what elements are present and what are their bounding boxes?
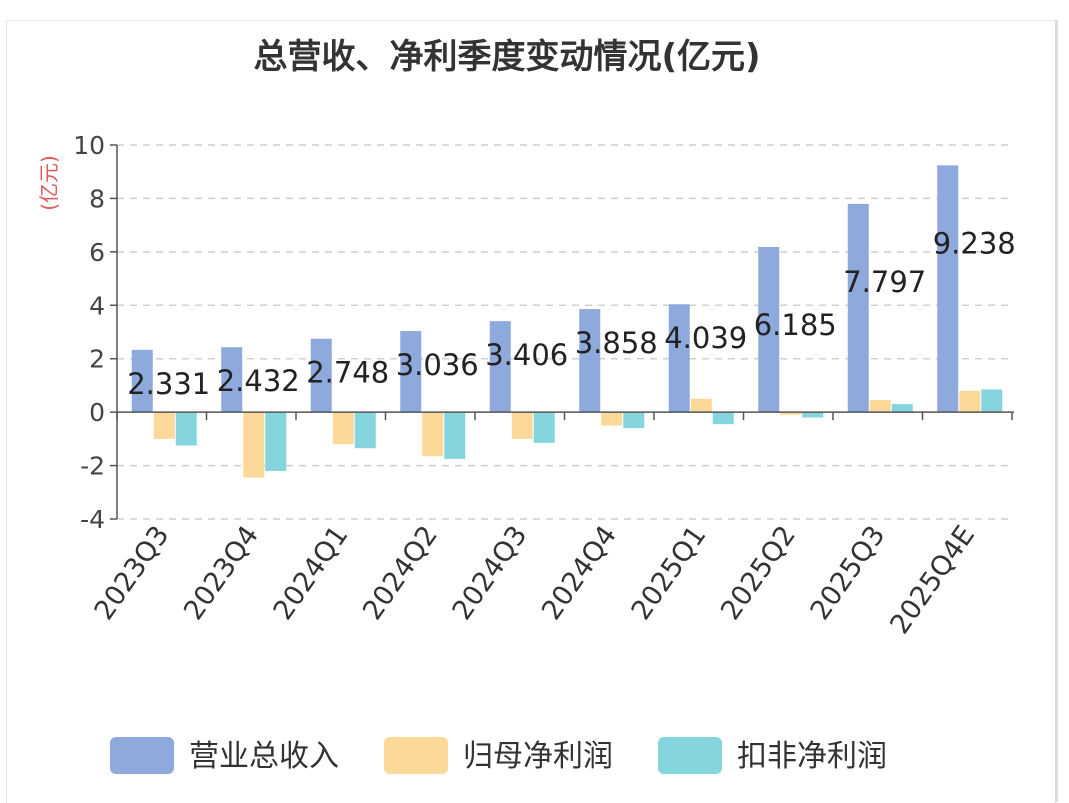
bar-归母净利润-2025Q2 <box>780 412 802 415</box>
x-tick-label: 2025Q1 <box>626 520 713 626</box>
bar-营业总收入-2023Q4 <box>221 347 243 413</box>
bar-营业总收入-2024Q1 <box>310 338 332 413</box>
bar-归母净利润-2025Q1 <box>690 398 712 413</box>
x-tick-label: 2023Q4 <box>178 520 265 626</box>
bar-扣非净利润-2025Q2 <box>802 412 824 418</box>
x-tick-label: 2025Q2 <box>715 520 802 626</box>
bar-营业总收入-2024Q3 <box>489 321 511 413</box>
bar-扣非净利润-2024Q4 <box>623 412 645 429</box>
data-label: 6.185 <box>754 308 837 342</box>
y-tick-label: 10 <box>73 131 105 160</box>
bar-营业总收入-2025Q4E <box>937 165 959 413</box>
x-tick-label: 2025Q3 <box>805 520 892 626</box>
bar-扣非净利润-2024Q2 <box>444 412 466 459</box>
bar-归母净利润-2023Q4 <box>243 412 265 478</box>
bar-归母净利润-2025Q4E <box>959 390 981 413</box>
legend-label[interactable]: 扣非净利润 <box>737 739 887 774</box>
bar-营业总收入-2025Q3 <box>847 203 869 413</box>
x-tick-label: 2024Q4 <box>536 520 623 626</box>
x-tick-label: 2025Q4E <box>884 520 981 640</box>
bar-扣非净利润-2025Q1 <box>712 412 734 425</box>
data-label: 2.331 <box>127 367 210 401</box>
x-tick-label: 2024Q3 <box>447 520 534 626</box>
data-label: 9.238 <box>933 226 1016 260</box>
legend-label[interactable]: 归母净利润 <box>463 739 613 774</box>
bar-营业总收入-2024Q2 <box>400 331 422 413</box>
legend-label[interactable]: 营业总收入 <box>189 739 339 774</box>
right-frame-edge <box>1055 20 1058 802</box>
y-tick-label: 8 <box>89 184 105 213</box>
y-tick-label: 6 <box>89 238 105 267</box>
x-tick-label: 2023Q3 <box>89 520 176 626</box>
y-tick-label: 4 <box>89 291 105 320</box>
y-tick-label: 2 <box>89 345 105 374</box>
bar-营业总收入-2025Q1 <box>668 304 690 413</box>
bar-扣非净利润-2024Q3 <box>533 412 555 443</box>
data-label: 7.797 <box>843 265 926 299</box>
y-tick-label: -2 <box>80 452 105 481</box>
bar-归母净利润-2023Q3 <box>153 412 175 439</box>
bar-归母净利润-2024Q4 <box>601 412 623 426</box>
bar-归母净利润-2025Q3 <box>869 400 891 413</box>
bar-扣非净利润-2025Q3 <box>891 404 913 413</box>
bar-营业总收入-2023Q3 <box>131 349 153 413</box>
bar-归母净利润-2024Q1 <box>332 412 354 445</box>
data-label: 4.039 <box>664 321 747 355</box>
data-label: 3.036 <box>396 348 479 382</box>
data-label: 2.432 <box>217 364 300 398</box>
legend-swatch-营业总收入[interactable] <box>110 737 174 774</box>
x-tick-label: 2024Q1 <box>268 520 355 626</box>
y-tick-label: -4 <box>80 505 105 534</box>
bar-营业总收入-2025Q2 <box>758 246 780 413</box>
y-tick-label: 0 <box>89 398 105 427</box>
y-axis-label: (亿元) <box>37 155 61 211</box>
bar-归母净利润-2024Q3 <box>511 412 533 439</box>
legend-swatch-扣非净利润[interactable] <box>658 737 722 774</box>
bar-扣非净利润-2023Q4 <box>265 412 287 471</box>
bar-扣非净利润-2023Q3 <box>175 412 197 446</box>
bar-扣非净利润-2024Q1 <box>354 412 376 449</box>
data-label: 2.748 <box>306 356 389 390</box>
data-label: 3.406 <box>485 338 568 372</box>
bar-归母净利润-2024Q2 <box>422 412 444 457</box>
bar-营业总收入-2024Q4 <box>579 309 601 413</box>
bar-扣非净利润-2025Q4E <box>981 389 1003 413</box>
legend-swatch-归母净利润[interactable] <box>384 737 448 774</box>
x-tick-label: 2024Q2 <box>357 520 444 626</box>
data-label: 3.858 <box>575 326 658 360</box>
chart-title: 总营收、净利季度变动情况(亿元) <box>253 37 760 77</box>
